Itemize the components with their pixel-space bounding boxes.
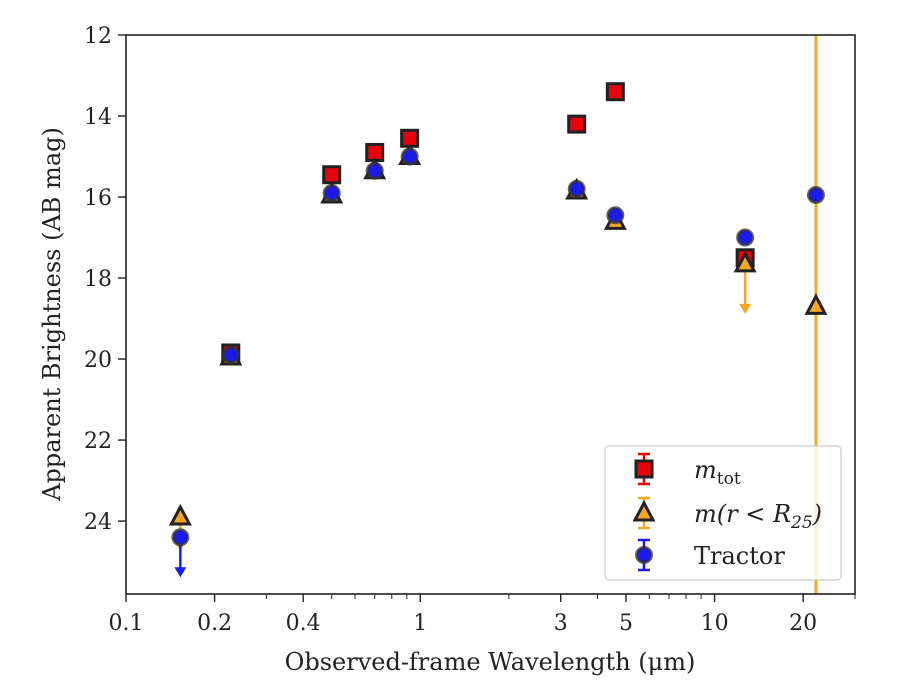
tractor-point (221, 346, 240, 365)
y-tick-label: 24 (84, 510, 112, 535)
legend-label-mr25: m(r < R25) (694, 500, 822, 533)
upper-limit-head (174, 567, 187, 578)
legend-marker-mr25 (632, 499, 656, 522)
y-axis-label: Apparent Brightness (AB mag) (38, 127, 66, 502)
legend-marker-tractor (635, 546, 653, 564)
y-tick-label: 18 (84, 267, 112, 292)
x-tick-label: 0.4 (286, 611, 321, 636)
plot-frame (125, 34, 856, 595)
tractor-point (322, 183, 341, 202)
data-marks (168, 35, 828, 594)
tractor-point (567, 179, 586, 198)
tractor-point (606, 206, 625, 225)
legend-entry-mtot: mtot (634, 452, 741, 489)
x-tick-label: 10 (701, 611, 729, 636)
legend-box (604, 445, 842, 581)
mtot-point (567, 114, 587, 134)
upper-limit-head (739, 303, 752, 314)
x-tick-label: 3 (554, 611, 568, 636)
y-tick-label: 20 (84, 348, 112, 373)
mr25-point (168, 503, 192, 526)
mtot-point (322, 165, 342, 185)
y-tick-label: 14 (84, 105, 112, 130)
tractor-point (365, 161, 384, 180)
x-tick-label: 5 (619, 611, 633, 636)
legend-label-tractor: Tractor (694, 542, 785, 570)
legend-label-mtot: mtot (694, 456, 741, 489)
axis-ticks: 0.1 0.2 0.4 1 3 5 10 20 12 14 16 18 20 22 24 (84, 24, 856, 636)
y-tick-label: 22 (84, 429, 112, 454)
x-tick-label: 1 (413, 611, 427, 636)
x-tick-label: 0.2 (197, 611, 232, 636)
x-tick-label: 0.1 (109, 611, 144, 636)
y-tick-label: 12 (84, 24, 112, 49)
legend-marker-mtot (634, 459, 654, 479)
legend-entry-mr25: m(r < R25) (632, 496, 822, 533)
mr25-point (804, 293, 828, 315)
tractor-point (736, 228, 755, 247)
tractor-point (400, 147, 419, 166)
tractor-point (806, 186, 825, 205)
mr25-point (733, 250, 757, 273)
x-axis-label: Observed-frame Wavelength (μm) (285, 648, 696, 676)
x-tick-label: 20 (789, 611, 817, 636)
y-tick-label: 16 (84, 186, 112, 211)
tractor-point (171, 528, 190, 547)
mtot-point (605, 82, 625, 102)
legend: mtot m(r < R25) Tractor (604, 445, 842, 581)
legend-entry-tractor: Tractor (635, 538, 785, 572)
